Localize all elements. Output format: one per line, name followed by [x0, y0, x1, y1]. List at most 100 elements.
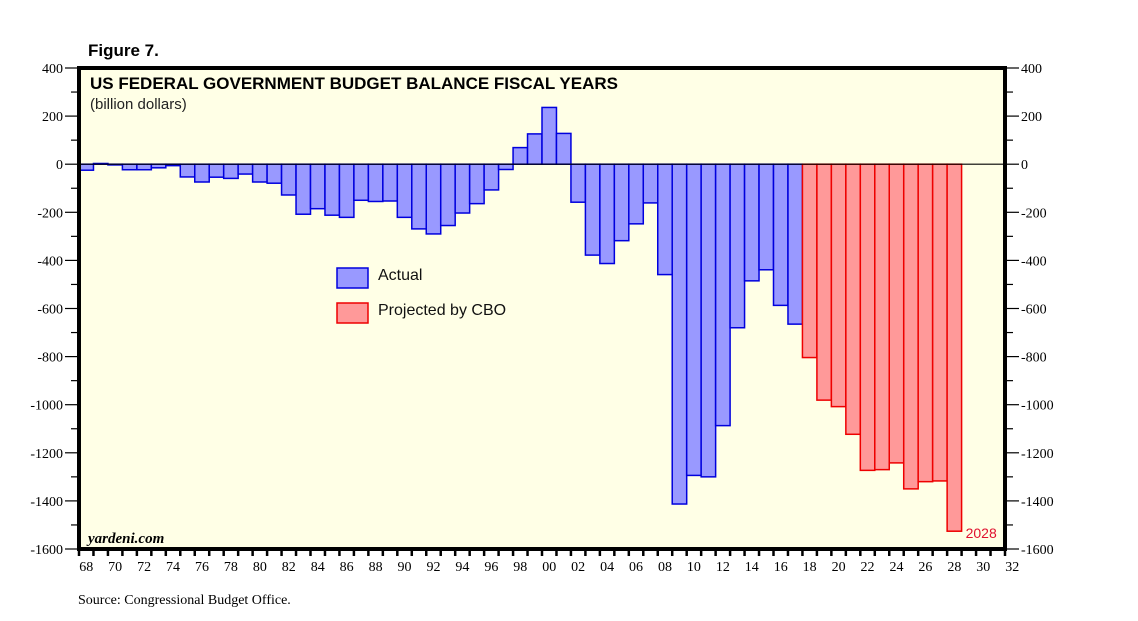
x-tick-label: 00	[542, 560, 556, 575]
bar-projected-2027	[931, 163, 948, 482]
bar-actual-1997	[497, 163, 514, 171]
x-tick-label: 10	[687, 560, 701, 575]
bar-projected-2022	[859, 163, 876, 472]
watermark: yardeni.com	[86, 531, 164, 547]
x-tick-label: 24	[889, 560, 903, 575]
x-tick-label: 02	[571, 560, 585, 575]
bar-actual-1968	[78, 163, 95, 171]
bar-actual-2006	[628, 163, 645, 225]
bar-actual-1980	[251, 163, 268, 183]
y-tick-label-left: -1600	[30, 543, 63, 558]
x-tick-label: 22	[861, 560, 875, 575]
bar-actual-2017	[787, 163, 804, 325]
bar-actual-1978	[222, 163, 239, 180]
y-tick-label-left: -800	[37, 351, 63, 366]
bar-actual-1996	[483, 163, 500, 191]
y-tick-label-left: -1000	[30, 399, 63, 414]
bar-actual-1987	[353, 163, 370, 202]
y-tick-label-right: -400	[1021, 254, 1047, 269]
bar-projected-2019	[816, 163, 833, 401]
bar-actual-1995	[468, 163, 485, 205]
x-tick-label: 12	[716, 560, 730, 575]
x-tick-label: 14	[745, 560, 759, 575]
y-tick-label-right: -1600	[1021, 543, 1054, 558]
x-tick-label: 30	[976, 560, 990, 575]
bar-actual-2003	[584, 163, 601, 256]
bar-projected-2025	[902, 163, 919, 490]
bar-projected-2021	[845, 163, 862, 436]
bar-actual-2013	[729, 163, 746, 329]
bar-actual-1971	[121, 163, 138, 171]
bar-actual-1988	[367, 163, 384, 203]
x-tick-label: 76	[195, 560, 209, 575]
bar-actual-1990	[396, 163, 413, 219]
y-tick-label-left: -400	[37, 254, 63, 269]
x-tick-label: 98	[513, 560, 527, 575]
bar-actual-1992	[425, 163, 442, 235]
x-tick-label: 72	[137, 560, 151, 575]
x-tick-label: 08	[658, 560, 672, 575]
x-tick-label: 86	[340, 560, 354, 575]
chart-title: US FEDERAL GOVERNMENT BUDGET BALANCE FIS…	[90, 74, 618, 93]
x-tick-label: 68	[79, 560, 93, 575]
bar-actual-1994	[454, 163, 471, 214]
legend-item-actual: Actual	[336, 267, 422, 289]
x-tick-label: 96	[484, 560, 498, 575]
legend: Actual Projected by CBO	[336, 267, 506, 324]
y-tick-label-right: 200	[1021, 110, 1042, 125]
bar-actual-1989	[382, 163, 399, 202]
y-tick-label-left: -1400	[30, 495, 63, 510]
y-axis-right: 400 200 0 -200 -400 -600 -800 -1000 -1200 -1400 -1…	[1005, 62, 1054, 558]
x-tick-label: 04	[600, 560, 614, 575]
bar-actual-1998	[512, 146, 529, 165]
figure-label: Figure 7.	[88, 41, 159, 60]
bar-actual-1981	[266, 163, 283, 184]
y-tick-label-right: 400	[1021, 62, 1042, 77]
bar-actual-2004	[599, 163, 616, 265]
y-tick-label-left: -1200	[30, 447, 63, 462]
y-tick-label-left: 200	[42, 110, 63, 125]
source-note: Source: Congressional Budget Office.	[78, 593, 291, 608]
bar-actual-2010	[685, 163, 702, 477]
bar-actual-1975	[179, 163, 196, 178]
bar-actual-2000	[541, 106, 558, 165]
y-tick-label-right: -1400	[1021, 495, 1054, 510]
x-tick-label: 06	[629, 560, 643, 575]
legend-item-projected: Projected by CBO	[336, 302, 506, 324]
y-tick-label-right: -800	[1021, 351, 1047, 366]
bar-actual-1984	[309, 163, 326, 210]
y-tick-label-right: 0	[1021, 158, 1028, 173]
bar-actual-1977	[208, 163, 225, 178]
x-tick-label: 18	[803, 560, 817, 575]
bar-actual-2008	[657, 163, 673, 276]
bar-actual-2011	[700, 163, 717, 478]
bar-actual-2016	[772, 163, 789, 307]
y-tick-label-right: -1000	[1021, 399, 1054, 414]
x-tick-label: 90	[398, 560, 412, 575]
x-tick-label: 20	[832, 560, 846, 575]
bar-actual-1985	[324, 163, 341, 216]
bar-actual-1993	[439, 163, 456, 227]
bar-actual-1991	[411, 163, 427, 230]
x-tick-label: 84	[311, 560, 325, 575]
bar-actual-2002	[570, 163, 587, 203]
bar-actual-2009	[671, 163, 688, 505]
x-axis: 68 70 72 74 76 78 80 82 84 86 88 90 92 94 96 98 00 02 04 06…	[77, 549, 1019, 575]
legend-label-actual: Actual	[378, 267, 422, 284]
x-tick-label: 80	[253, 560, 267, 575]
annotation-2028: 2028	[966, 525, 997, 541]
x-tick-label: 28	[947, 560, 961, 575]
x-tick-label: 82	[282, 560, 296, 575]
bar-actual-1999	[526, 133, 543, 165]
bar-actual-1986	[338, 163, 355, 219]
bar-actual-2007	[642, 163, 659, 204]
bar-projected-2026	[917, 163, 934, 483]
bar-projected-2023	[874, 163, 890, 471]
bar-actual-1982	[280, 163, 297, 196]
y-axis-left: 400 200 0 -200 -400 -600 -800 -1000 -1200 -1400 -1…	[30, 62, 79, 558]
x-tick-label: 78	[224, 560, 238, 575]
bar-projected-2024	[888, 163, 905, 464]
x-tick-label: 92	[426, 560, 440, 575]
y-tick-label-right: -600	[1021, 303, 1047, 318]
